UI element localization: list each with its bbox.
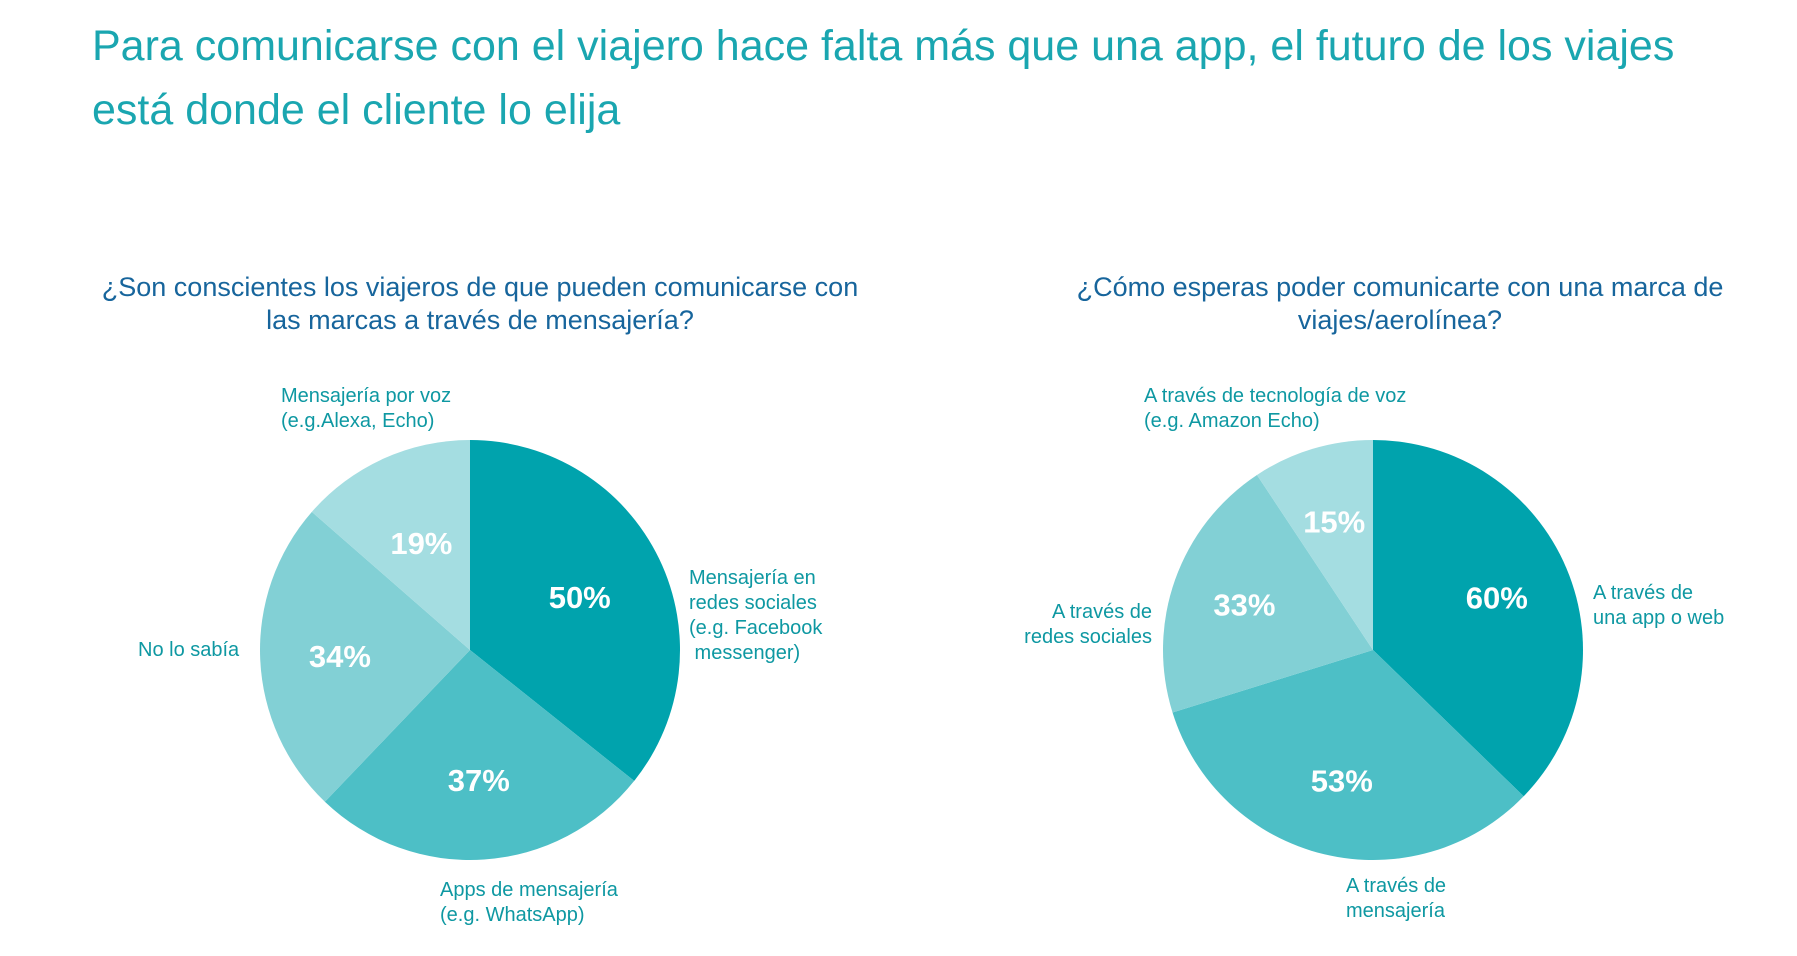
chart-1-value-label-3: 34% [309, 639, 371, 674]
chart-2-title: ¿Cómo esperas poder comunicarte con una … [1076, 272, 1724, 335]
label-line: Mensajería por voz [281, 385, 452, 407]
chart-1-value-label-1: 50% [549, 580, 611, 615]
label-line: A través de tecnología de voz [1144, 385, 1407, 407]
label-line: (e.g.Alexa, Echo) [281, 410, 435, 432]
chart-1-slice-3 [260, 511, 470, 802]
chart-2-slice-4 [1256, 440, 1373, 650]
chart-1-slice-1 [470, 440, 680, 781]
chart-2-label-messaging: A través de mensajería [1346, 874, 1446, 924]
chart-1-slice-2 [324, 650, 635, 861]
label-line: A través de [1346, 875, 1447, 897]
label-line: redes sociales [689, 592, 817, 614]
label-line: No lo sabía [138, 639, 240, 661]
chart-1-value-label-2: 37% [448, 763, 510, 798]
chart-1-label-voice-messaging: Mensajería por voz (e.g.Alexa, Echo) [281, 384, 451, 434]
chart-2-label-app-web: A través de una app o web [1593, 581, 1724, 631]
label-line: Apps de mensajería [440, 879, 618, 901]
chart-2-value-label-3: 33% [1213, 587, 1275, 622]
label-line: A través de [1051, 601, 1152, 623]
chart-2-slice-3 [1163, 474, 1373, 713]
chart-1-value-label-4: 19% [390, 526, 452, 561]
chart-2-value-label-1: 60% [1466, 581, 1528, 616]
label-line: una app o web [1593, 607, 1725, 629]
label-line: (e.g. Facebook [689, 617, 823, 639]
label-line: (e.g. Amazon Echo) [1144, 410, 1320, 432]
chart-1-slice-4 [311, 440, 470, 650]
label-line: mensajería [1346, 900, 1445, 922]
label-line: (e.g. WhatsApp) [440, 904, 585, 926]
chart-1-label-messaging-social: Mensajería en redes sociales (e.g. Faceb… [689, 566, 822, 666]
label-line: Mensajería en [689, 567, 816, 589]
chart-2-slice-1 [1373, 440, 1583, 797]
chart-2-value-label-2: 53% [1311, 764, 1373, 799]
chart-1-title: ¿Son conscientes los viajeros de que pue… [101, 272, 859, 335]
chart-2-label-social: A través de redes sociales [990, 600, 1152, 650]
chart-2-label-voice-tech: A través de tecnología de voz (e.g. Amaz… [1144, 384, 1406, 434]
label-line: messenger) [689, 642, 801, 664]
chart-2-slice-2 [1172, 650, 1524, 860]
chart-1-label-messaging-apps: Apps de mensajería (e.g. WhatsApp) [440, 878, 618, 928]
page-title: Para comunicarse con el viajero hace fal… [92, 22, 1675, 134]
chart-1-label-did-not-know: No lo sabía [138, 638, 239, 663]
chart-2-value-label-4: 15% [1303, 504, 1365, 539]
label-line: A través de [1593, 582, 1694, 604]
label-line: redes sociales [1024, 626, 1152, 648]
